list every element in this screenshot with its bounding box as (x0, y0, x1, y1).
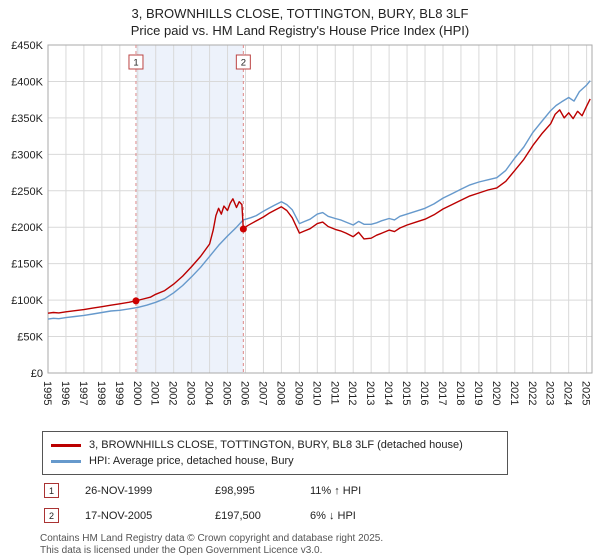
svg-text:£350K: £350K (11, 113, 43, 125)
footer-line-2: This data is licensed under the Open Gov… (40, 545, 323, 556)
svg-text:£50K: £50K (17, 332, 43, 344)
svg-text:2001: 2001 (149, 381, 161, 405)
transactions-table: 1 26-NOV-1999 £98,995 11% ↑ HPI 2 17-NOV… (0, 483, 600, 523)
svg-text:2002: 2002 (167, 381, 179, 405)
svg-text:£250K: £250K (11, 186, 43, 198)
svg-text:£150K: £150K (11, 259, 43, 271)
page-subtitle: Price paid vs. HM Land Registry's House … (130, 23, 470, 38)
svg-text:2025: 2025 (580, 381, 592, 405)
svg-text:2015: 2015 (400, 381, 412, 405)
svg-text:2017: 2017 (436, 381, 448, 405)
hpi-series-swatch (51, 459, 81, 463)
transaction-hpi-delta: 6% ↓ HPI (310, 509, 356, 522)
svg-text:2019: 2019 (472, 381, 484, 405)
svg-text:2: 2 (241, 58, 246, 69)
svg-text:1: 1 (133, 58, 138, 69)
transaction-date: 17-NOV-2005 (85, 509, 153, 522)
svg-text:2020: 2020 (490, 381, 502, 405)
svg-text:1999: 1999 (113, 381, 125, 405)
svg-text:£400K: £400K (11, 76, 43, 88)
svg-text:2012: 2012 (346, 381, 358, 405)
svg-text:2016: 2016 (418, 381, 430, 405)
legend-label-property: 3, BROWNHILLS CLOSE, TOTTINGTON, BURY, B… (89, 439, 463, 451)
svg-text:1995: 1995 (41, 381, 53, 405)
transaction-price: £197,500 (215, 509, 261, 522)
svg-text:2022: 2022 (526, 381, 538, 405)
svg-text:2007: 2007 (256, 381, 268, 405)
svg-text:£100K: £100K (11, 295, 43, 307)
svg-text:2006: 2006 (238, 381, 250, 405)
legend-item-hpi: HPI: Average price, detached house, Bury (51, 453, 499, 469)
page-title: 3, BROWNHILLS CLOSE, TOTTINGTON, BURY, B… (131, 6, 469, 21)
transaction-date: 26-NOV-1999 (85, 484, 153, 497)
transaction-price: £98,995 (215, 484, 255, 497)
svg-text:1998: 1998 (95, 381, 107, 405)
property-series-swatch (51, 443, 81, 447)
legend-item-property: 3, BROWNHILLS CLOSE, TOTTINGTON, BURY, B… (51, 437, 499, 453)
svg-text:2014: 2014 (382, 381, 394, 405)
svg-text:2000: 2000 (131, 381, 143, 405)
svg-text:£200K: £200K (11, 222, 43, 234)
svg-text:£450K: £450K (11, 40, 43, 52)
license-footer: Contains HM Land Registry data © Crown c… (40, 533, 600, 557)
svg-text:2009: 2009 (292, 381, 304, 405)
svg-text:2018: 2018 (454, 381, 466, 405)
transaction-row: 1 26-NOV-1999 £98,995 11% ↑ HPI (44, 483, 600, 498)
svg-text:£0: £0 (31, 368, 43, 380)
footer-line-1: Contains HM Land Registry data © Crown c… (40, 533, 384, 544)
transaction-hpi-delta: 11% ↑ HPI (310, 484, 362, 497)
svg-text:1996: 1996 (59, 381, 71, 405)
svg-text:2005: 2005 (221, 381, 233, 405)
svg-text:2008: 2008 (274, 381, 286, 405)
svg-text:2003: 2003 (185, 381, 197, 405)
svg-text:1997: 1997 (77, 381, 89, 405)
svg-text:2011: 2011 (328, 381, 340, 405)
svg-text:2010: 2010 (310, 381, 322, 405)
price-history-chart: 1 2 £0 £50K £100K £150K £200K £250K £300K £350K £4… (11, 40, 593, 405)
transaction-number-badge: 2 (44, 508, 59, 523)
svg-text:2004: 2004 (203, 381, 215, 405)
chart-legend: 3, BROWNHILLS CLOSE, TOTTINGTON, BURY, B… (42, 431, 508, 475)
legend-label-hpi: HPI: Average price, detached house, Bury (89, 455, 294, 467)
transaction-number-badge: 1 (44, 483, 59, 498)
svg-text:2024: 2024 (562, 381, 574, 405)
title-block: 3, BROWNHILLS CLOSE, TOTTINGTON, BURY, B… (0, 0, 600, 39)
svg-text:2013: 2013 (364, 381, 376, 405)
svg-text:£300K: £300K (11, 149, 43, 161)
transaction-row: 2 17-NOV-2005 £197,500 6% ↓ HPI (44, 508, 600, 523)
svg-text:2021: 2021 (508, 381, 520, 405)
svg-text:2023: 2023 (544, 381, 556, 405)
